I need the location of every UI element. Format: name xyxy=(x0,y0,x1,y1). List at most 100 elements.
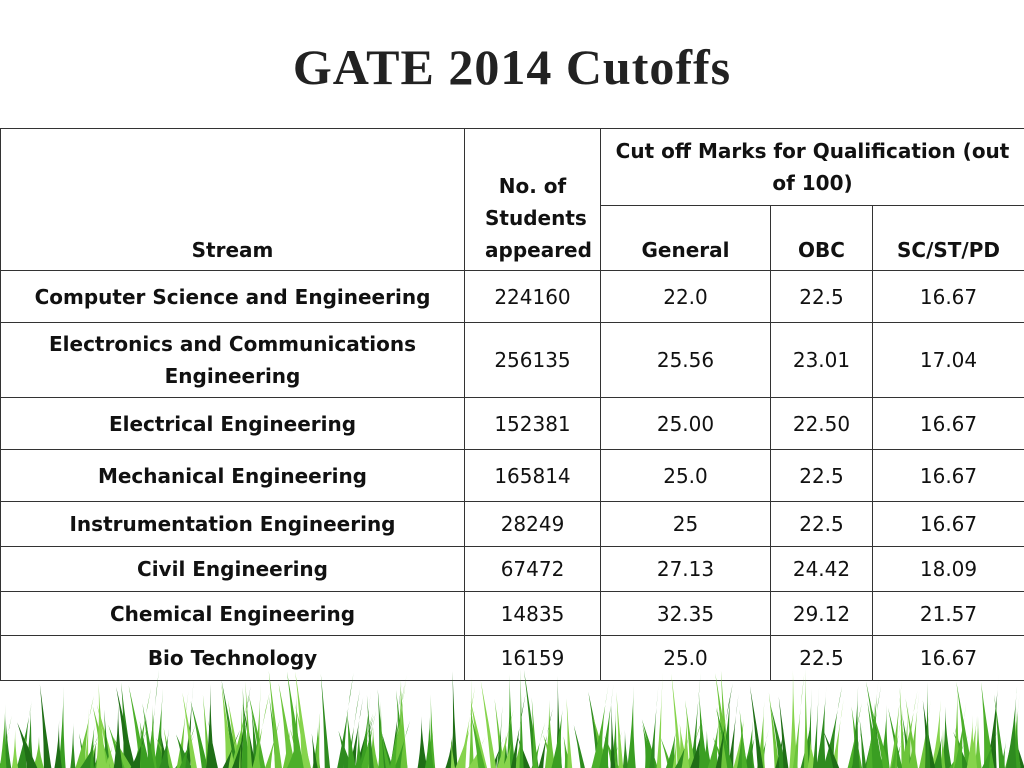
grass-blade xyxy=(879,704,890,768)
grass-blade xyxy=(531,697,538,768)
grass-blade xyxy=(116,687,136,768)
grass-blade xyxy=(221,679,238,768)
table-body: Computer Science and Engineering 224160 22… xyxy=(0,270,1024,681)
grass-blade xyxy=(320,673,331,768)
table-row: Civil Engineering 67472 27.13 24.42 18.09 xyxy=(0,546,1024,592)
grass-blade xyxy=(208,720,218,768)
grass-blade xyxy=(469,677,474,768)
grass-blade xyxy=(86,716,96,768)
value-cell: 25.00 xyxy=(600,397,771,450)
value-cell: 16.67 xyxy=(871,397,1024,450)
grass-blade xyxy=(104,736,116,768)
grass-blade xyxy=(459,686,476,768)
grass-blade xyxy=(287,737,298,768)
value-cell: 22.5 xyxy=(770,635,873,681)
grass-blade xyxy=(953,684,960,768)
grass-blade xyxy=(563,736,571,768)
grass-blade xyxy=(591,684,609,768)
grass-blade xyxy=(768,692,780,768)
grass-blade xyxy=(871,707,890,768)
grass-decoration xyxy=(0,668,1024,768)
stream-cell: Computer Science and Engineering xyxy=(0,270,465,323)
table-row: Bio Technology 16159 25.0 22.5 16.67 xyxy=(0,635,1024,681)
grass-blade xyxy=(770,704,787,768)
grass-blade xyxy=(922,700,936,768)
grass-blade xyxy=(847,702,862,768)
value-cell: 67472 xyxy=(464,546,601,592)
grass-blade xyxy=(494,698,505,768)
grass-blade xyxy=(346,710,356,768)
value-cell: 256135 xyxy=(464,322,601,398)
value-cell: 23.01 xyxy=(770,322,873,398)
grass-blade xyxy=(292,694,301,768)
grass-blade xyxy=(389,682,405,768)
grass-blade xyxy=(698,694,708,768)
grass-blade xyxy=(627,685,636,768)
grass-blade xyxy=(502,735,513,768)
grass-blade xyxy=(672,732,677,768)
grass-blade xyxy=(685,718,703,768)
grass-blade xyxy=(792,673,805,768)
grass-blade xyxy=(974,715,982,768)
grass-blade xyxy=(358,715,374,768)
grass-blade xyxy=(294,703,311,768)
grass-blade xyxy=(523,669,539,768)
grass-blade xyxy=(130,725,149,768)
grass-blade xyxy=(190,701,209,768)
grass-blade xyxy=(491,737,504,768)
value-cell: 27.13 xyxy=(600,546,771,592)
grass-blade xyxy=(940,726,946,768)
grass-blade xyxy=(378,700,385,768)
grass-blade xyxy=(665,724,677,768)
grass-blade xyxy=(671,673,683,768)
stream-cell: Bio Technology xyxy=(0,635,465,681)
grass-blade xyxy=(39,684,52,768)
grass-blade xyxy=(519,668,524,768)
value-cell: 16.67 xyxy=(871,501,1024,547)
grass-blade xyxy=(743,730,757,768)
grass-blade xyxy=(84,708,90,768)
grass-blade xyxy=(778,696,789,768)
value-cell: 25.0 xyxy=(600,449,771,502)
grass-blade xyxy=(379,727,391,768)
grass-blade xyxy=(933,729,943,768)
grass-blade xyxy=(0,704,7,768)
value-cell: 16.67 xyxy=(871,635,1024,681)
grass-blade xyxy=(749,686,764,768)
grass-blade xyxy=(163,727,173,768)
stream-cell: Electrical Engineering xyxy=(0,397,465,450)
grass-blade xyxy=(251,709,261,768)
grass-blade xyxy=(70,722,76,768)
grass-blade xyxy=(315,694,322,768)
value-cell: 28249 xyxy=(464,501,601,547)
grass-blade xyxy=(17,722,38,768)
grass-blade xyxy=(715,673,731,768)
grass-blade xyxy=(685,699,696,768)
grass-blade xyxy=(900,690,918,768)
grass-blade xyxy=(282,713,293,768)
value-cell: 25.56 xyxy=(600,322,771,398)
grass-blade xyxy=(1009,708,1021,768)
grass-blade xyxy=(222,729,241,768)
grass-blade xyxy=(400,679,408,768)
grass-blade xyxy=(366,694,374,768)
value-cell: 18.09 xyxy=(871,546,1024,592)
value-cell: 29.12 xyxy=(770,591,873,636)
grass-blade xyxy=(96,683,107,768)
grass-blade xyxy=(248,694,266,768)
grass-blade xyxy=(184,679,194,768)
grass-blade xyxy=(245,681,253,768)
grass-blade xyxy=(391,674,407,768)
grass-blade xyxy=(757,701,765,768)
grass-blade xyxy=(337,672,354,768)
grass-blade xyxy=(925,681,931,768)
grass-blade xyxy=(812,686,820,768)
grass-blade xyxy=(739,709,748,768)
grass-blade xyxy=(994,694,1005,768)
value-cell: 25 xyxy=(600,501,771,547)
value-cell: 17.04 xyxy=(871,322,1024,398)
value-cell: 165814 xyxy=(464,449,601,502)
grass-blade xyxy=(649,685,659,768)
grass-blade xyxy=(891,708,904,768)
grass-blade xyxy=(26,703,34,768)
